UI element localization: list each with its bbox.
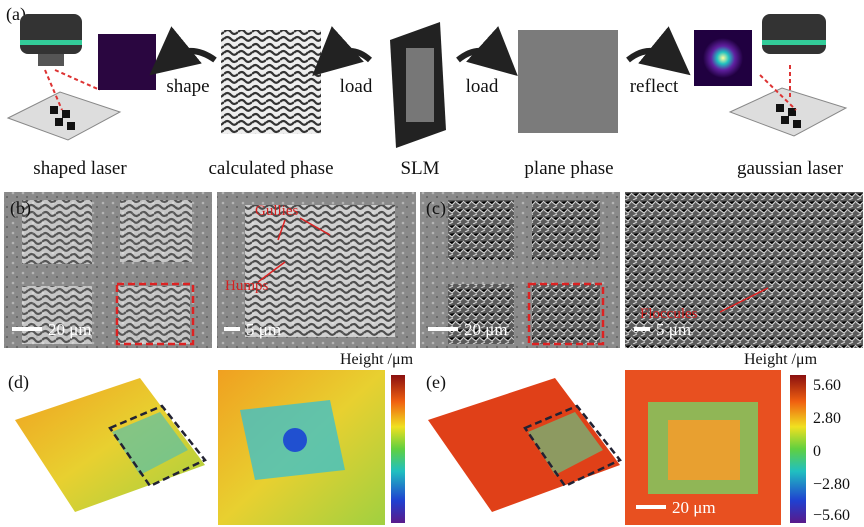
figure: (a) shape load load reflect shaped laser…	[0, 0, 864, 527]
label: (d)	[8, 372, 29, 393]
shape	[788, 108, 796, 116]
colorbar	[790, 375, 806, 523]
shape	[67, 122, 75, 130]
shape	[762, 14, 826, 54]
shape	[458, 51, 500, 60]
label: Height /μm	[744, 351, 818, 368]
shape	[20, 40, 82, 45]
panel-d: (d) Height /μm	[8, 351, 414, 525]
plane-phase-image	[518, 30, 618, 133]
label: plane phase	[524, 158, 613, 179]
label: 20 μm	[48, 320, 92, 339]
label: Humps	[225, 278, 269, 294]
label: Height /μm	[340, 351, 414, 368]
shape	[532, 200, 600, 260]
shape	[50, 106, 58, 114]
panel-a: (a) shape load load reflect shaped laser…	[6, 4, 846, 179]
shape	[22, 200, 92, 264]
shape	[668, 420, 740, 480]
shape	[636, 505, 666, 509]
body: (a) shape load load reflect shaped laser…	[0, 0, 864, 527]
label: shape	[166, 76, 209, 97]
panel-e: (e) 20 μm Height /μm 5.60 2.80 0 −2.80 −…	[426, 351, 850, 525]
shape	[168, 51, 215, 60]
label: (b)	[10, 198, 31, 219]
shape	[781, 116, 789, 124]
shape	[703, 38, 743, 78]
calculated-phase-image	[221, 30, 321, 134]
label: shaped laser	[33, 158, 127, 179]
label: 20 μm	[464, 320, 508, 339]
shape	[762, 40, 826, 45]
shape	[12, 327, 42, 331]
shape	[330, 51, 370, 60]
label: 5.60	[813, 377, 841, 394]
hologram	[98, 34, 156, 90]
shape	[634, 327, 650, 331]
shape	[776, 104, 784, 112]
shape	[120, 200, 192, 262]
label: 5 μm	[246, 320, 281, 339]
label: (c)	[426, 198, 446, 219]
label: gaussian laser	[737, 158, 844, 179]
shape	[428, 327, 458, 331]
shape	[20, 14, 82, 54]
panel-c: (c) 20 μm Floccules 5 μm	[420, 192, 863, 348]
label: load	[340, 76, 373, 97]
shape	[793, 120, 801, 128]
shape	[245, 205, 395, 337]
shape	[118, 286, 190, 344]
label: calculated phase	[208, 158, 333, 179]
shape	[406, 48, 434, 122]
label: 0	[813, 443, 821, 460]
panel-b: (b) 20 μm Gullies Humps 5 μm	[4, 192, 416, 348]
label: 20 μm	[672, 498, 716, 517]
label: reflect	[630, 76, 679, 97]
colorbar	[391, 375, 405, 523]
shape	[38, 54, 64, 66]
label: 5 μm	[656, 320, 691, 339]
label: −5.60	[813, 507, 850, 524]
shape	[448, 200, 514, 260]
label: 2.80	[813, 410, 841, 427]
shape	[283, 428, 307, 452]
label: (e)	[426, 372, 446, 393]
page: Figure {"panel_a": {"label": "(a)", "ite…	[0, 0, 864, 527]
label: −2.80	[813, 476, 850, 493]
shape	[224, 327, 240, 331]
label: load	[466, 76, 499, 97]
label: Gullies	[255, 203, 298, 219]
shape	[532, 284, 600, 344]
shape	[628, 51, 672, 60]
shape	[55, 118, 63, 126]
label: SLM	[400, 158, 439, 179]
shape	[62, 110, 70, 118]
